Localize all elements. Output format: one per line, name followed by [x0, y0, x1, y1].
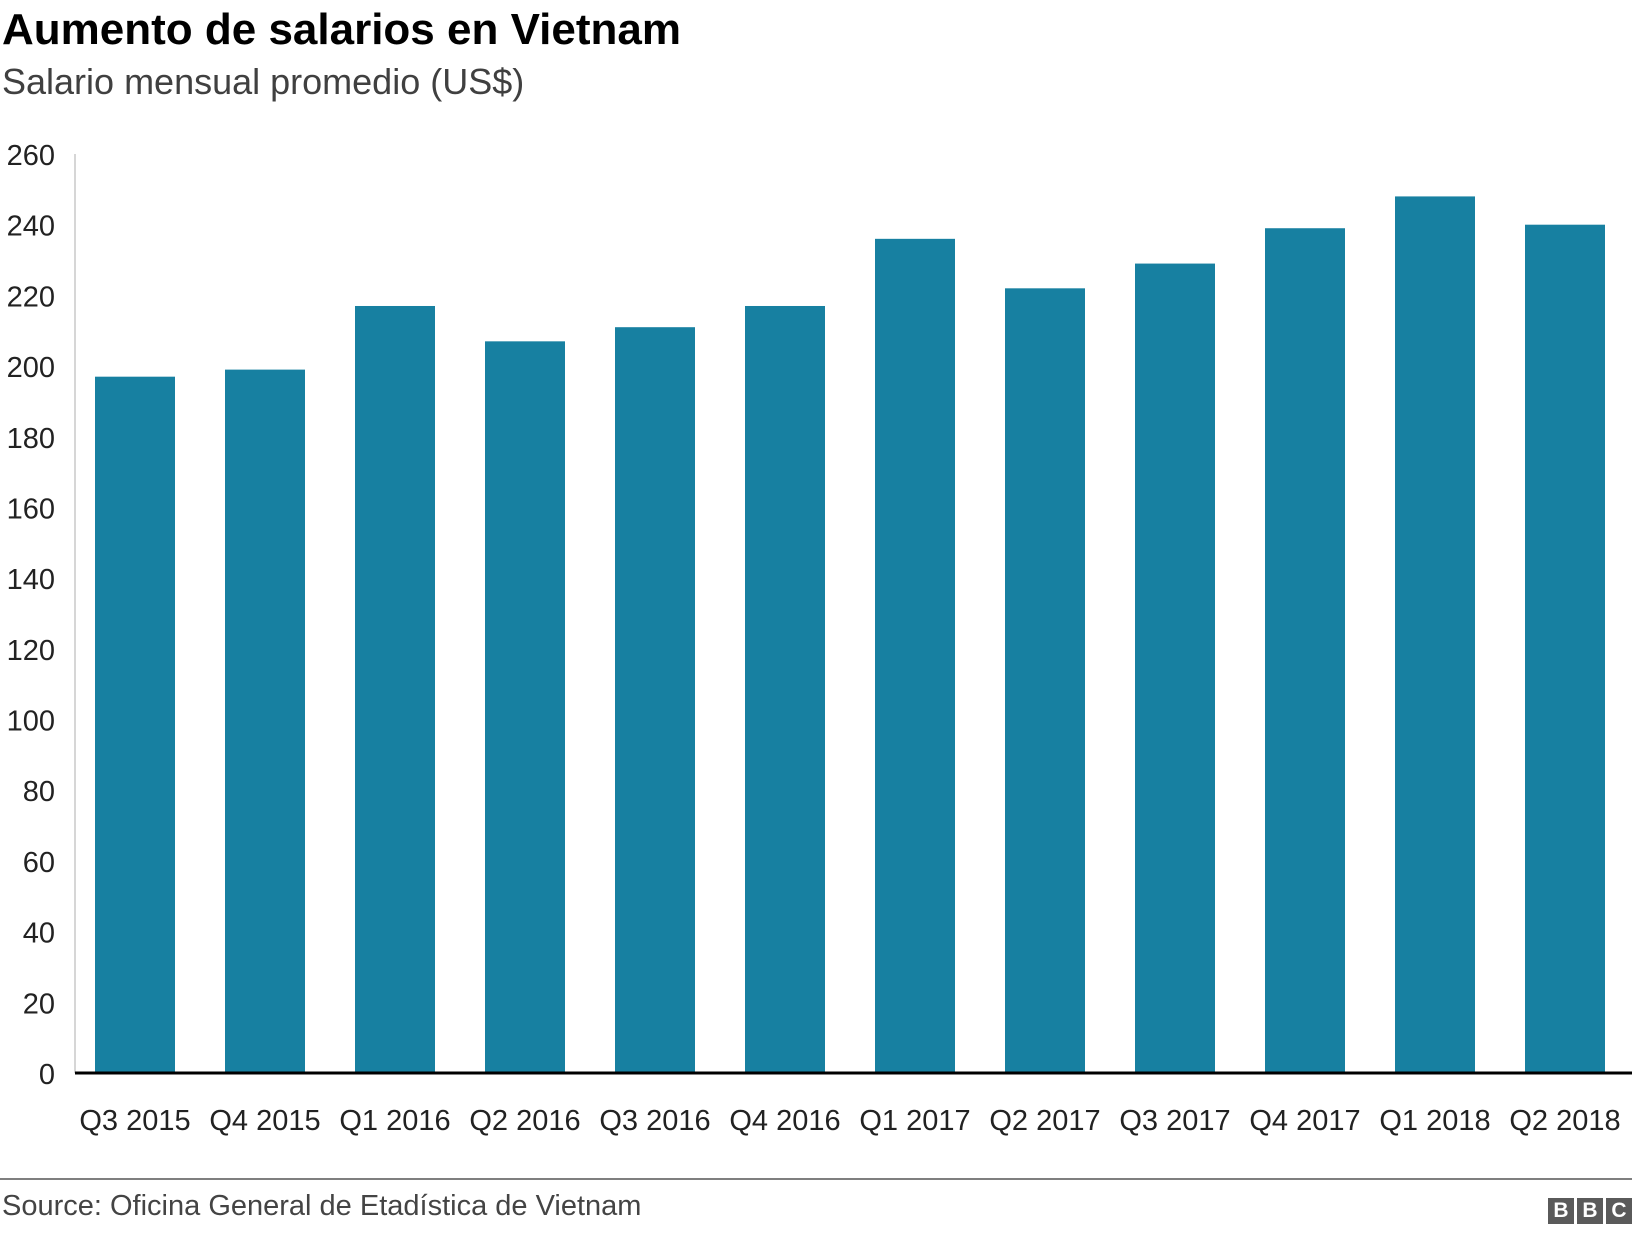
x-tick-label: Q2 2017 — [989, 1105, 1100, 1137]
footer-divider — [0, 1178, 1632, 1180]
y-tick-label: 160 — [7, 493, 55, 525]
bar-q3-2017 — [1135, 263, 1215, 1073]
x-tick-label: Q1 2017 — [859, 1105, 970, 1137]
bar-q3-2016 — [615, 327, 695, 1073]
bar-q4-2016 — [745, 305, 825, 1073]
y-tick-label: 200 — [7, 352, 55, 384]
chart-subtitle: Salario mensual promedio (US$) — [2, 61, 525, 102]
x-tick-label: Q4 2015 — [209, 1105, 320, 1137]
logo-letter-b2: B — [1577, 1198, 1603, 1224]
x-tick-label: Q2 2018 — [1509, 1105, 1620, 1137]
chart-title: Aumento de salarios en Vietnam — [2, 5, 681, 54]
y-tick-label: 40 — [23, 918, 55, 950]
y-tick-label: 140 — [7, 564, 55, 596]
x-tick-label: Q4 2017 — [1249, 1105, 1360, 1137]
bar-q1-2017 — [875, 238, 955, 1074]
x-tick-label: Q1 2016 — [339, 1105, 450, 1137]
x-tick-label: Q4 2016 — [729, 1105, 840, 1137]
y-tick-label: 260 — [7, 140, 55, 172]
bar-chart: 0 20 40 60 80 100 120 140 160 180 200 220 240 260 Q3 … — [7, 140, 1632, 1137]
x-tick-label: Q3 2015 — [79, 1105, 190, 1137]
y-tick-label: 0 — [39, 1059, 55, 1091]
x-tick-label: Q3 2016 — [599, 1105, 710, 1137]
x-tick-label: Q3 2017 — [1119, 1105, 1230, 1137]
y-tick-label: 240 — [7, 211, 55, 243]
y-axis: 0 20 40 60 80 100 120 140 160 180 200 220 240 260 — [7, 140, 76, 1091]
y-tick-label: 220 — [7, 281, 55, 313]
y-tick-label: 80 — [23, 776, 55, 808]
bar-q1-2018 — [1395, 196, 1475, 1073]
source-note: Source: Oficina General de Etadística de… — [2, 1190, 642, 1222]
bbc-logo: B B C — [1548, 1198, 1632, 1224]
x-tick-label: Q2 2016 — [469, 1105, 580, 1137]
x-tick-label: Q1 2018 — [1379, 1105, 1490, 1137]
bar-q1-2016 — [355, 305, 435, 1073]
y-tick-label: 20 — [23, 988, 55, 1020]
bar-q2-2017 — [1005, 288, 1085, 1073]
y-tick-label: 60 — [23, 847, 55, 879]
bars — [95, 196, 1605, 1074]
y-tick-label: 100 — [7, 706, 55, 738]
bar-q3-2015 — [95, 376, 175, 1073]
bar-q2-2018 — [1525, 224, 1605, 1073]
logo-letter-c: C — [1606, 1198, 1632, 1224]
bar-q4-2015 — [225, 369, 305, 1073]
y-tick-label: 120 — [7, 635, 55, 667]
y-tick-label: 180 — [7, 423, 55, 455]
bar-q2-2016 — [485, 341, 565, 1074]
logo-letter-b1: B — [1548, 1198, 1574, 1224]
bar-q4-2017 — [1265, 228, 1345, 1073]
x-axis: Q3 2015 Q4 2015 Q1 2016 Q2 2016 Q3 2016 Q4 20… — [75, 1071, 1632, 1137]
